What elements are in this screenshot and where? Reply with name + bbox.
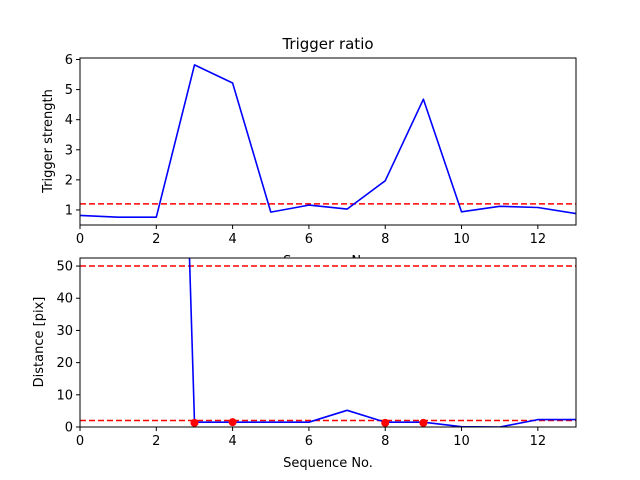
y-tick-label: 50 bbox=[56, 260, 73, 275]
x-tick-label: 8 bbox=[381, 232, 389, 247]
y-tick-label: 10 bbox=[56, 388, 73, 403]
y-tick-label: 3 bbox=[65, 143, 73, 158]
y-tick-label: 1 bbox=[65, 203, 73, 218]
x-tick-label: 4 bbox=[228, 434, 236, 449]
plot-area bbox=[80, 58, 576, 225]
x-tick-label: 12 bbox=[530, 232, 547, 247]
x-tick-label: 0 bbox=[76, 434, 84, 449]
x-tick-label: 6 bbox=[305, 232, 313, 247]
distance-chart: 0 2 4 6 8 10 12 0 10 20 30 40 50 Sequence No. Dista… bbox=[32, 257, 577, 471]
data-point-marker bbox=[419, 418, 428, 427]
plot-frame bbox=[79, 57, 577, 226]
series-line bbox=[188, 258, 576, 427]
y-tick-label: 4 bbox=[65, 113, 73, 128]
data-point-marker bbox=[228, 418, 237, 427]
series-line bbox=[80, 64, 576, 218]
y-axis-ticks: 1 2 3 4 5 6 bbox=[65, 53, 80, 218]
chart-title: Trigger ratio bbox=[281, 35, 373, 53]
y-tick-label: 5 bbox=[65, 83, 73, 98]
x-axis-label: Sequence No. bbox=[283, 456, 373, 471]
x-tick-label: 2 bbox=[152, 434, 160, 449]
x-tick-label: 12 bbox=[530, 434, 547, 449]
x-tick-label: 8 bbox=[381, 434, 389, 449]
data-point-marker bbox=[190, 418, 199, 427]
series-layer bbox=[80, 64, 576, 218]
series-layer bbox=[80, 258, 576, 427]
y-tick-label: 30 bbox=[56, 324, 73, 339]
x-tick-label: 10 bbox=[453, 434, 470, 449]
x-tick-label: 2 bbox=[152, 232, 160, 247]
x-tick-label: 0 bbox=[76, 232, 84, 247]
x-tick-label: 10 bbox=[453, 232, 470, 247]
x-tick-label: 4 bbox=[228, 232, 236, 247]
y-tick-label: 0 bbox=[65, 421, 73, 436]
x-tick-label: 6 bbox=[305, 434, 313, 449]
y-axis-label: Trigger strength bbox=[41, 89, 56, 194]
data-point-marker bbox=[381, 418, 390, 427]
x-axis-ticks: 0 2 4 6 8 10 12 bbox=[76, 225, 546, 247]
plot-frame bbox=[79, 257, 577, 428]
y-axis-label: Distance [pix] bbox=[32, 297, 47, 388]
x-axis-ticks: 0 2 4 6 8 10 12 bbox=[76, 427, 546, 449]
y-tick-label: 6 bbox=[65, 53, 73, 68]
y-tick-label: 20 bbox=[56, 356, 73, 371]
y-tick-label: 2 bbox=[65, 173, 73, 188]
plot-area bbox=[80, 258, 576, 427]
y-axis-ticks: 0 10 20 30 40 50 bbox=[56, 260, 80, 436]
y-tick-label: 40 bbox=[56, 292, 73, 307]
